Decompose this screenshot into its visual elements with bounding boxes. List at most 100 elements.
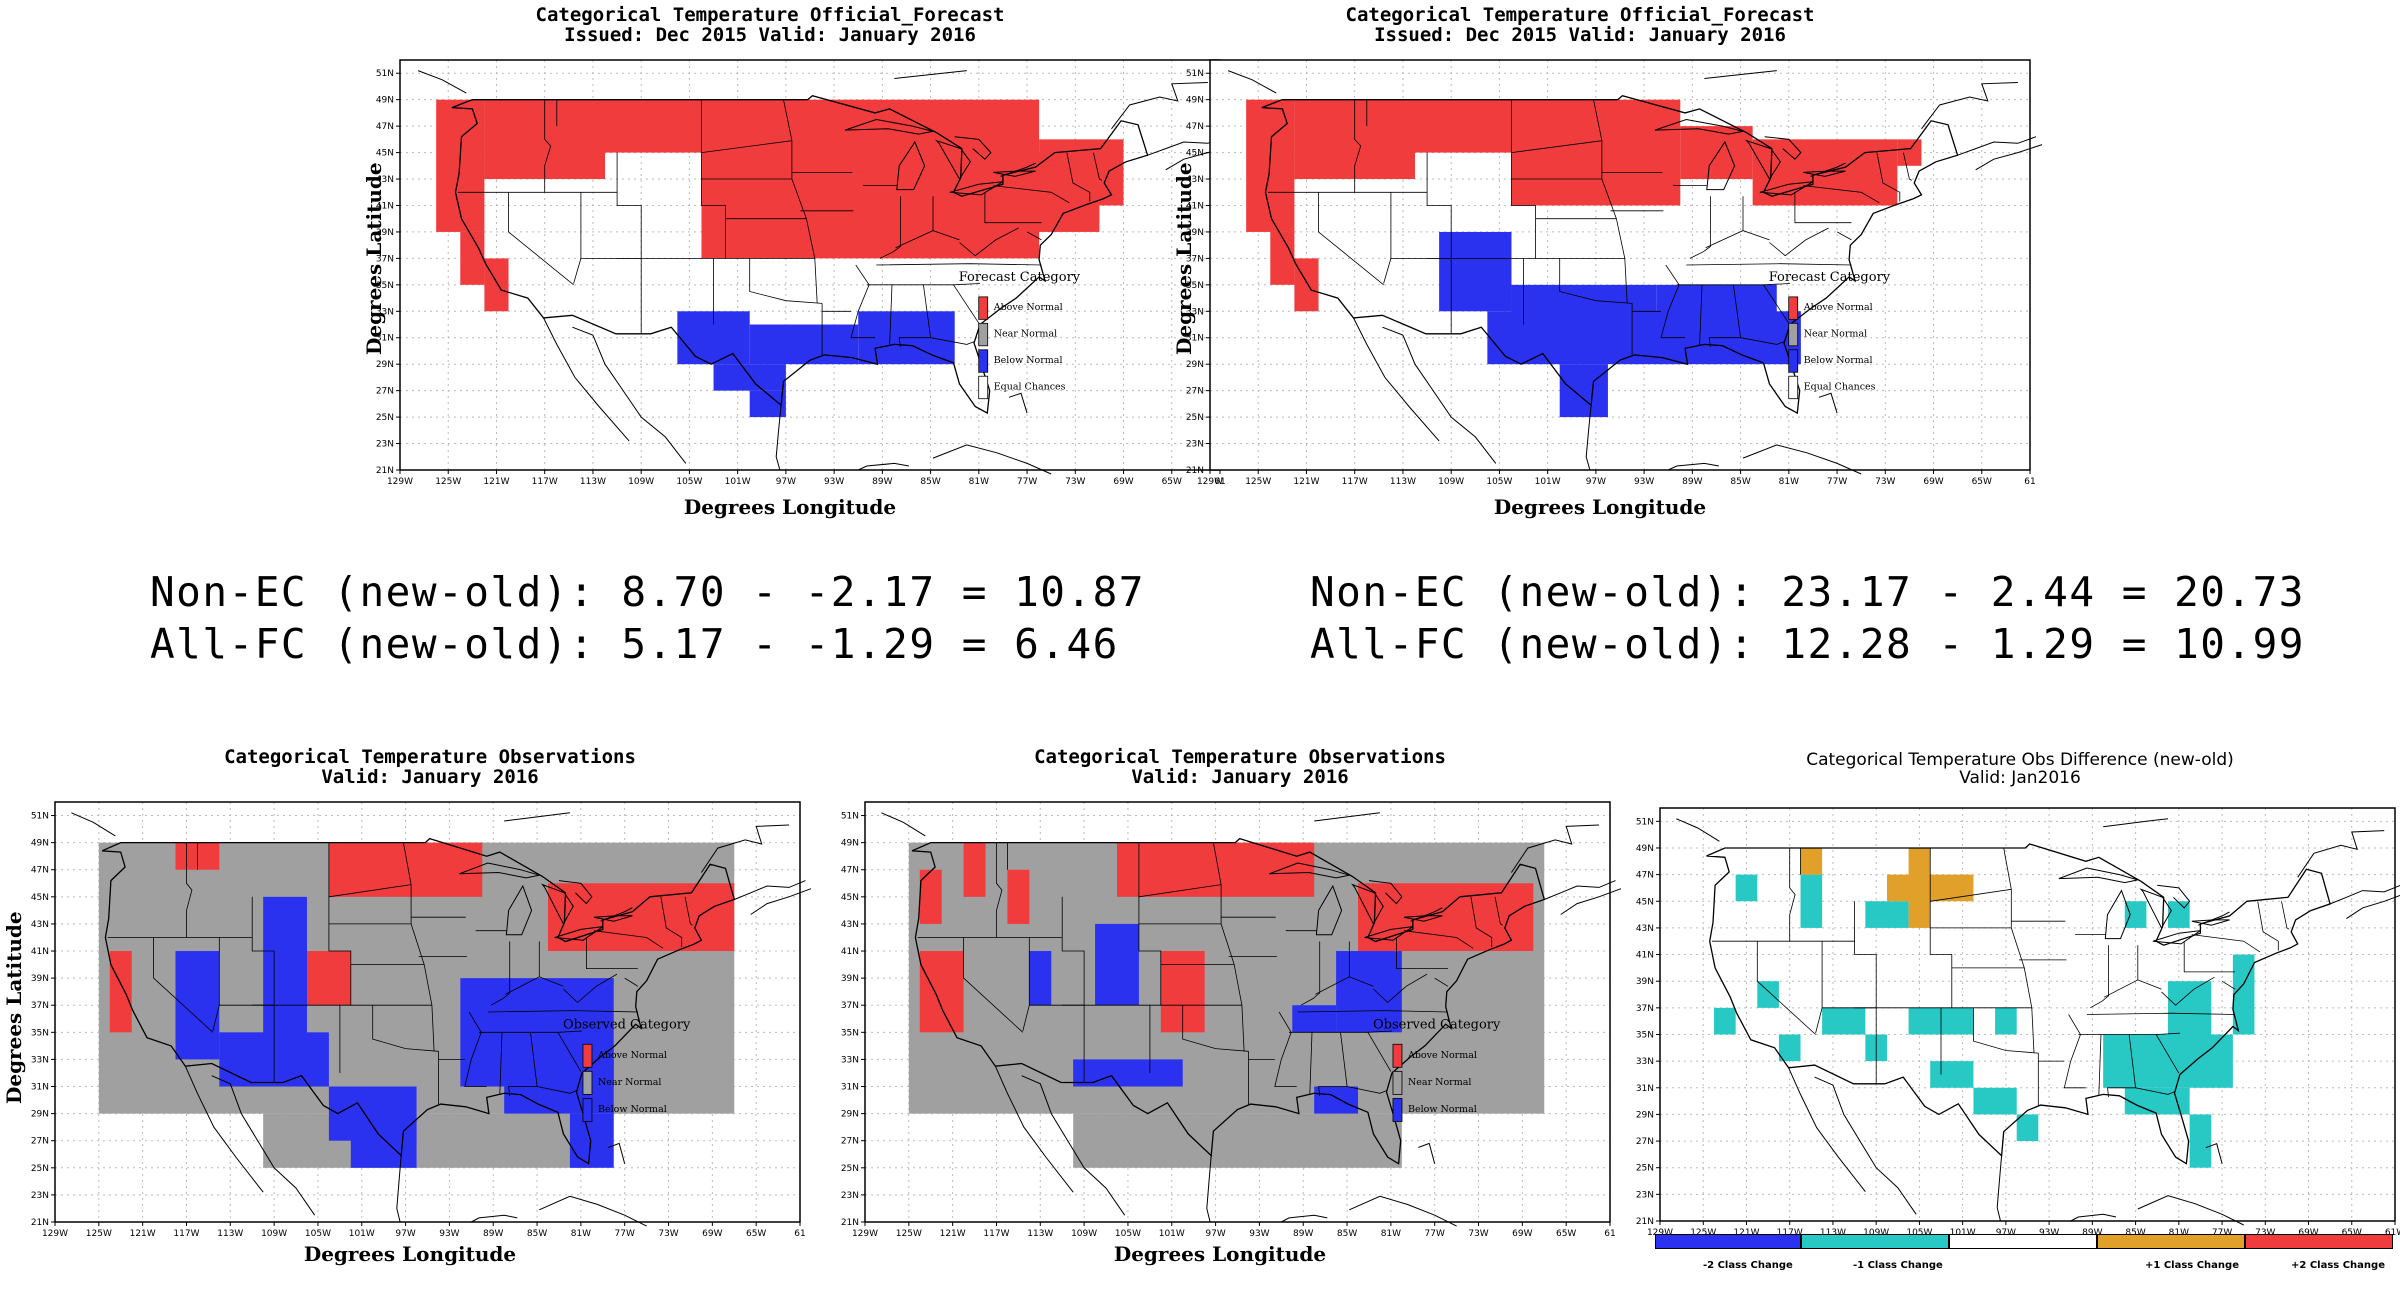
- state-boundary: [593, 930, 664, 949]
- lon-tick-label: 113W: [1390, 477, 1416, 487]
- lon-tick-label: 121W: [130, 1229, 156, 1239]
- lon-tick-label: 97W: [1205, 1229, 1225, 1239]
- lon-tick-label: 105W: [676, 477, 702, 487]
- category-cell-above: [1007, 869, 1030, 924]
- panel-title-line1: Categorical Temperature Observations: [1034, 746, 1446, 768]
- state-boundary: [153, 937, 214, 1033]
- lat-tick-label: 49N: [841, 839, 859, 849]
- coastline: [1544, 880, 1616, 900]
- state-boundary: [963, 937, 1024, 1033]
- coastline: [1111, 82, 1208, 130]
- lat-tick-label: 41N: [31, 947, 49, 957]
- great-lake: [554, 926, 604, 941]
- lon-tick-label: 93W: [1249, 1229, 1269, 1239]
- x-axis-label: Degrees Longitude: [683, 495, 897, 519]
- coastline: [600, 907, 633, 922]
- state-boundary: [2063, 1014, 2086, 1089]
- state-boundary: [1300, 941, 1321, 1006]
- state-boundary: [1426, 152, 1452, 259]
- lon-tick-label: 113W: [1027, 1229, 1053, 1239]
- legend-swatch: [582, 1070, 593, 1095]
- colorbar-plus1: [2097, 1234, 2245, 1249]
- coastline: [1281, 1214, 1328, 1223]
- coastline: [1382, 326, 1497, 464]
- coastline: [558, 880, 593, 905]
- legend-swatch: [1392, 1043, 1403, 1068]
- great-lake: [1744, 139, 1782, 180]
- state-boundary: [1803, 185, 1880, 204]
- legend-swatch: [1788, 375, 1799, 400]
- legend-swatch: [1392, 1070, 1403, 1095]
- lat-tick-label: 25N: [1186, 413, 1204, 423]
- coastline: [1667, 462, 1719, 471]
- lon-tick-label: 77W: [1827, 477, 1847, 487]
- observations-panel-new: Categorical Temperature Observations Val…: [810, 744, 1622, 1284]
- legend-title: Forecast Category: [959, 270, 1081, 285]
- coastline: [881, 812, 926, 837]
- lon-tick-label: 69W: [702, 1229, 722, 1239]
- stats-right-non-ec: Non-EC (new-old): 23.17 - 2.44 = 20.73: [1310, 568, 2305, 616]
- lon-tick-label: 89W: [1293, 1229, 1313, 1239]
- lon-tick-label: 109W: [261, 1229, 287, 1239]
- legend-label: Near Normal: [994, 329, 1057, 340]
- lon-tick-label: 129W: [1647, 1228, 1673, 1238]
- lat-tick-label: 37N: [1186, 254, 1204, 264]
- legend-swatch: [978, 349, 989, 373]
- great-lake: [2058, 867, 2138, 884]
- lat-tick-label: 35N: [1186, 281, 1204, 291]
- lon-tick-label: 129W: [387, 477, 413, 487]
- lon-tick-label: 105W: [1486, 477, 1512, 487]
- state-boundary: [2155, 1034, 2180, 1074]
- lat-tick-label: 39N: [1186, 228, 1204, 238]
- state-boundary: [1289, 1030, 1393, 1033]
- coastline: [2070, 1213, 2117, 1222]
- legend-label: Near Normal: [1804, 329, 1867, 340]
- lon-tick-label: 89W: [483, 1229, 503, 1239]
- lon-tick-label: 101W: [1159, 1229, 1185, 1239]
- map-frame: [864, 801, 1611, 1223]
- lon-tick-label: 93W: [439, 1229, 459, 1239]
- panel-title: Categorical Temperature Observations Val…: [860, 746, 1620, 788]
- category-cell-above: [919, 951, 964, 1033]
- great-lake: [2191, 919, 2230, 926]
- lon-tick-label: 85W: [1730, 477, 1750, 487]
- state-boundary: [1511, 99, 1537, 325]
- lat-tick-label: 23N: [1636, 1190, 1654, 1200]
- lon-tick-label: 73W: [1875, 477, 1895, 487]
- legend-swatch: [978, 375, 989, 400]
- observations-map-old: 21N 23N 25N 27N 29N 31N 33N 35N 37N 39N 41N 43N 45N 4…: [31, 801, 812, 1239]
- forecast-panel-old: Categorical Temperature Official_Forecas…: [340, 0, 1233, 530]
- lat-tick-label: 49N: [376, 96, 394, 106]
- lon-tick-label: 113W: [1820, 1228, 1846, 1238]
- lat-tick-label: 35N: [31, 1028, 49, 1038]
- lon-tick-label: 109W: [1438, 477, 1464, 487]
- lat-tick-label: 21N: [31, 1218, 49, 1228]
- category-cell-below: [569, 1113, 614, 1168]
- lon-tick-label: 85W: [1337, 1229, 1357, 1239]
- lon-tick-label: 65W: [746, 1229, 766, 1239]
- state-boundary: [372, 1005, 439, 1052]
- state-boundary: [537, 1086, 577, 1094]
- lon-tick-label: 89W: [872, 477, 892, 487]
- coastline: [417, 70, 467, 94]
- great-lake: [934, 139, 972, 180]
- lat-tick-label: 29N: [1186, 360, 1204, 370]
- state-boundary: [563, 973, 618, 1004]
- coastline: [857, 462, 909, 471]
- state-boundary: [898, 284, 932, 348]
- great-lake: [1759, 181, 1814, 196]
- lon-tick-label: 117W: [983, 1229, 1009, 1239]
- lon-tick-label: 125W: [896, 1229, 922, 1239]
- map-frame: [1659, 807, 2396, 1222]
- state-boundary: [186, 842, 193, 938]
- lat-tick-label: 27N: [376, 387, 394, 397]
- state-boundary: [1511, 140, 1602, 153]
- lat-tick-label: 45N: [1636, 897, 1654, 907]
- observations-panel-old: Categorical Temperature Observations Val…: [0, 744, 812, 1284]
- observations-map-new: 21N 23N 25N 27N 29N 31N 33N 35N 37N 39N 41N 43N 45N 4…: [841, 801, 1622, 1239]
- state-boundary: [1470, 896, 1493, 947]
- coastline: [700, 824, 790, 873]
- lat-tick-label: 41N: [376, 201, 394, 211]
- category-cell-above: [1897, 139, 1922, 166]
- state-boundary: [996, 842, 1003, 938]
